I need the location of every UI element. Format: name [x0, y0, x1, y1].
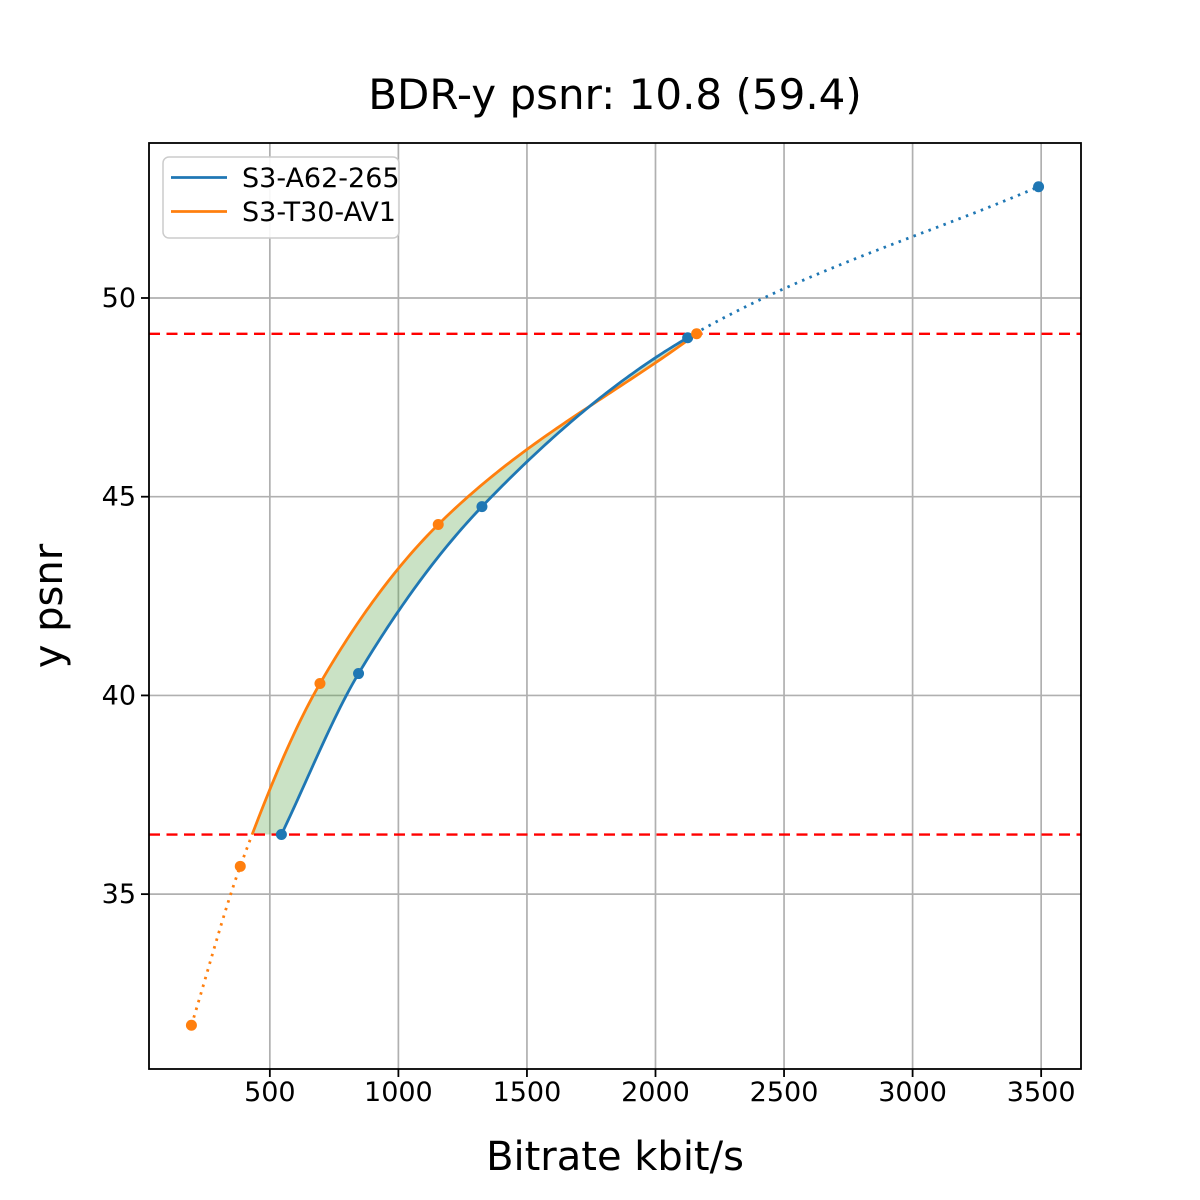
- data-point-s3-a62-265: [275, 829, 287, 841]
- series-s3-a62-265-line: [280, 332, 696, 836]
- legend-entry-s3-t30-av1-label: S3-T30-AV1: [242, 197, 396, 228]
- series-s3-t30-av1-line: [250, 332, 698, 836]
- y-axis-label: y psnr: [26, 543, 72, 669]
- y-tick-label: 40: [102, 680, 136, 711]
- axes-spines: [148, 142, 1082, 1070]
- bd-rate-shaded-region: [252, 333, 697, 835]
- data-point-s3-a62-265: [1033, 181, 1045, 193]
- x-tick-label: 1000: [364, 1077, 433, 1108]
- data-point-s3-a62-265: [353, 668, 365, 680]
- legend-entry-s3-a62-265-label: S3-A62-265: [242, 163, 400, 194]
- x-tick-label: 2000: [621, 1077, 690, 1108]
- data-point-s3-t30-av1: [691, 328, 703, 340]
- y-tick-label: 50: [102, 283, 136, 314]
- data-point-s3-a62-265: [476, 501, 488, 513]
- x-tick-label: 1500: [493, 1077, 562, 1108]
- series-s3-a62-265-dotted: [693, 185, 1040, 335]
- x-tick-label: 2500: [750, 1077, 819, 1108]
- data-point-s3-t30-av1: [185, 1019, 197, 1031]
- x-tick-label: 3000: [878, 1077, 947, 1108]
- data-point-s3-t30-av1: [432, 519, 444, 531]
- y-tick-label: 45: [102, 482, 136, 513]
- x-tick-label: 3500: [1007, 1077, 1076, 1108]
- y-tick-label: 35: [102, 879, 136, 910]
- x-axis-label: Bitrate kbit/s: [486, 1134, 744, 1180]
- data-point-s3-a62-265: [682, 332, 694, 344]
- chart-title: BDR-y psnr: 10.8 (59.4): [368, 70, 862, 119]
- x-tick-label: 500: [244, 1077, 296, 1108]
- data-point-s3-t30-av1: [234, 860, 246, 872]
- data-point-s3-t30-av1: [314, 677, 326, 689]
